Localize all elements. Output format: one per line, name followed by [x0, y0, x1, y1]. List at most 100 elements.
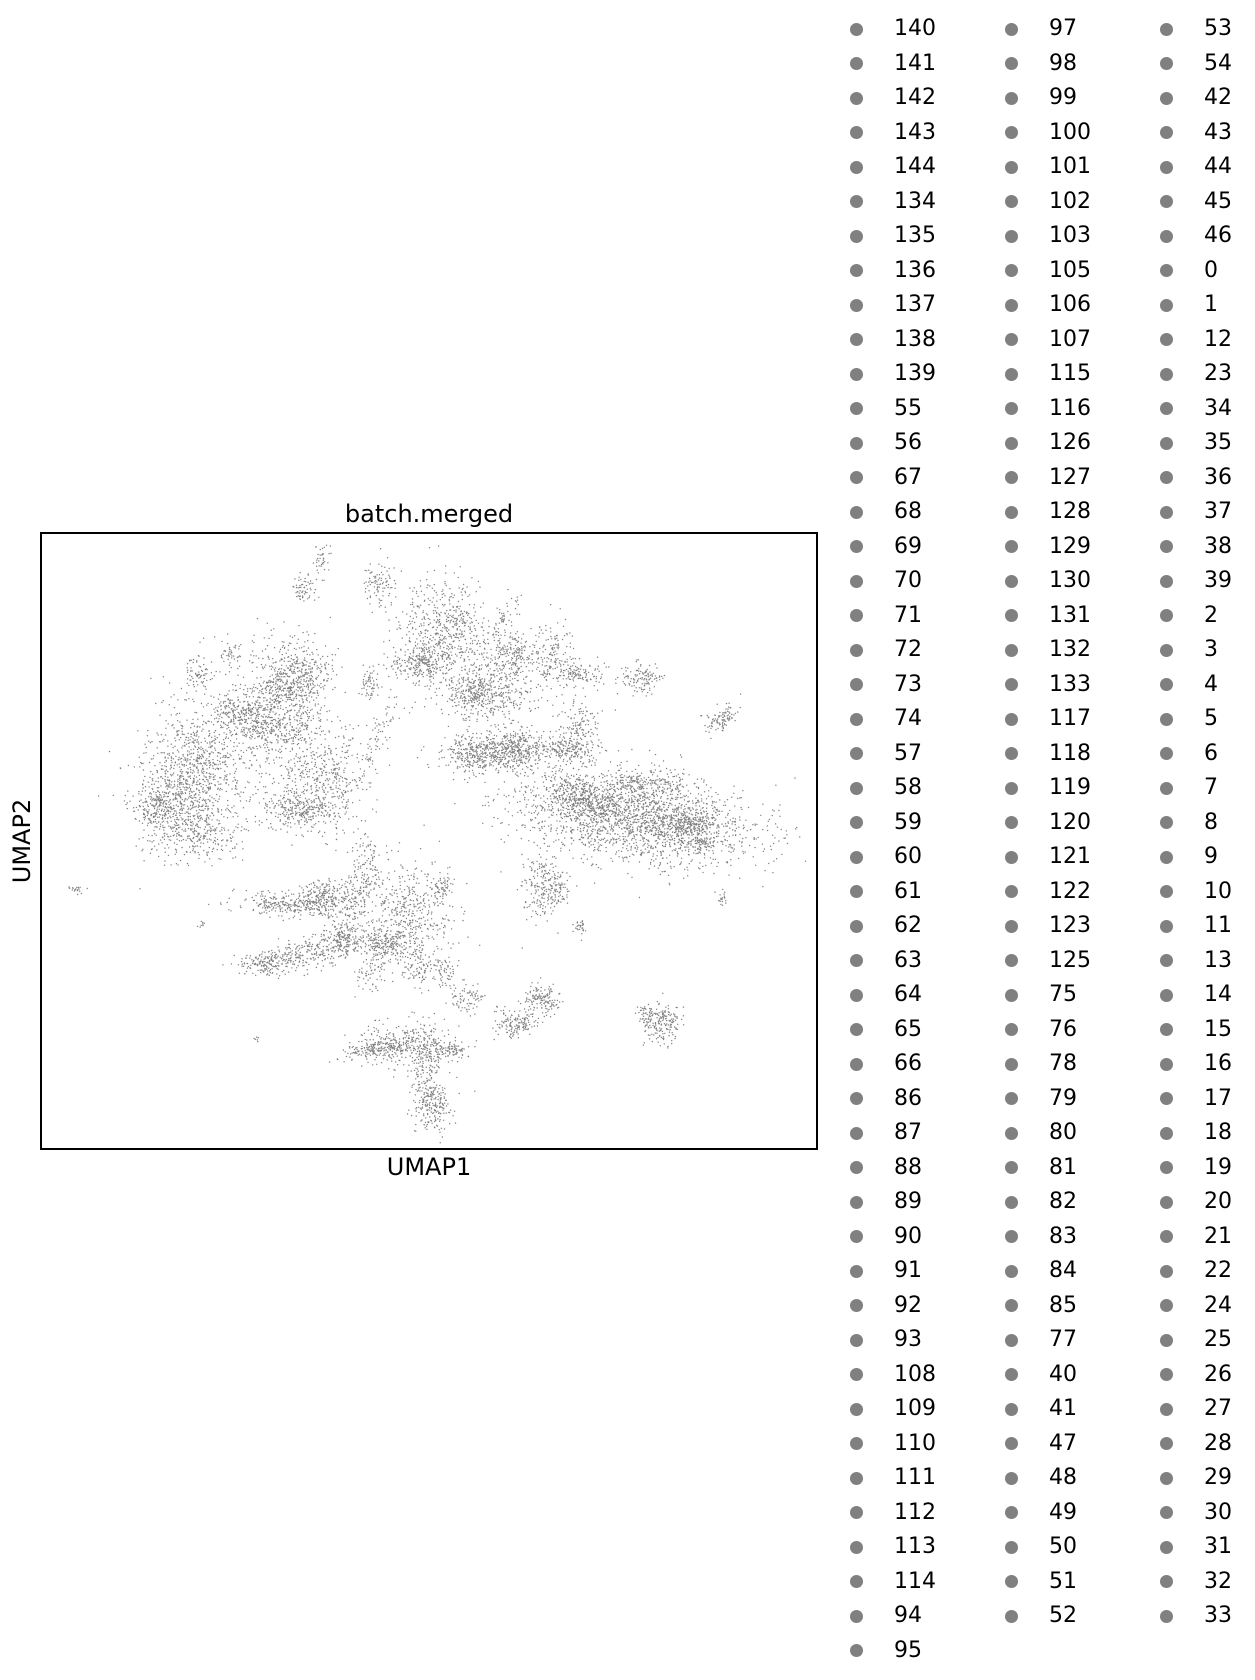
legend-item: 97	[1005, 14, 1077, 44]
legend-label: 51	[1049, 1568, 1077, 1594]
legend-label: 113	[894, 1534, 936, 1559]
legend-label: 93	[894, 1327, 922, 1352]
legend-marker	[1005, 712, 1018, 726]
legend-item: 59	[850, 808, 922, 838]
legend-item: 52	[1005, 1601, 1077, 1631]
legend-marker	[850, 436, 863, 450]
legend-marker	[1160, 885, 1173, 898]
legend-marker	[850, 1575, 863, 1588]
legend-marker	[1160, 91, 1173, 105]
legend-item: 70	[850, 566, 922, 596]
legend-item: 89	[850, 1187, 922, 1217]
legend-item: 71	[850, 601, 922, 631]
legend-marker	[1160, 574, 1173, 588]
legend-marker	[1160, 436, 1173, 450]
legend-label: 144	[894, 154, 936, 179]
legend-label: 102	[1049, 188, 1091, 214]
legend-label: 86	[894, 1085, 922, 1111]
legend-item: 30	[1160, 1498, 1232, 1528]
legend-item: 15	[1160, 1015, 1232, 1045]
legend-label: 88	[894, 1154, 922, 1180]
legend-label: 61	[894, 878, 922, 904]
legend-marker	[1160, 954, 1173, 967]
legend-item: 41	[1005, 1394, 1077, 1424]
legend-marker	[1005, 264, 1018, 277]
legend-marker	[850, 1333, 863, 1347]
legend-label: 105	[1049, 257, 1091, 283]
plot-area	[40, 532, 818, 1150]
legend-marker	[850, 643, 863, 657]
legend-marker	[850, 954, 863, 967]
legend-item: 13	[1160, 946, 1232, 976]
legend-marker	[1160, 816, 1173, 829]
legend-label: 108	[894, 1361, 936, 1387]
legend-item: 12	[1160, 325, 1232, 355]
legend-marker	[850, 1195, 863, 1209]
legend-label: 9	[1204, 844, 1218, 869]
legend-label: 48	[1049, 1465, 1077, 1490]
legend-label: 65	[894, 1016, 922, 1042]
legend-item: 140	[850, 14, 936, 44]
legend-label: 139	[894, 361, 936, 386]
legend-label: 74	[894, 706, 922, 731]
legend-item: 0	[1160, 256, 1218, 286]
legend-item: 10	[1160, 877, 1232, 907]
legend-marker	[1160, 1437, 1173, 1450]
legend-label: 6	[1204, 740, 1218, 766]
legend-label: 91	[894, 1258, 922, 1283]
legend-marker	[1005, 816, 1018, 829]
legend-item: 88	[850, 1153, 922, 1183]
legend-item: 14	[1160, 980, 1232, 1010]
legend-label: 75	[1049, 982, 1077, 1007]
legend-marker	[850, 574, 863, 588]
legend-item: 112	[850, 1498, 936, 1528]
legend-marker	[850, 1437, 863, 1450]
legend-marker	[1005, 195, 1018, 208]
legend-item: 101	[1005, 152, 1091, 182]
legend-label: 77	[1049, 1327, 1077, 1352]
legend-item: 123	[1005, 911, 1091, 941]
legend-marker	[1005, 919, 1018, 933]
legend-label: 141	[894, 50, 936, 76]
legend-label: 129	[1049, 533, 1091, 559]
legend-item: 77	[1005, 1325, 1077, 1355]
legend-marker	[850, 298, 863, 312]
legend-marker	[850, 505, 863, 519]
legend-marker	[1160, 747, 1173, 760]
legend-item: 44	[1160, 152, 1232, 182]
legend-item: 126	[1005, 428, 1091, 458]
legend-label: 69	[894, 533, 922, 559]
legend-label: 125	[1049, 947, 1091, 973]
legend-label: 106	[1049, 292, 1091, 317]
legend-item: 132	[1005, 635, 1091, 665]
legend-item: 144	[850, 152, 936, 182]
legend-marker	[850, 229, 863, 243]
legend-marker	[1160, 850, 1173, 864]
legend-label: 45	[1204, 188, 1232, 214]
legend-label: 122	[1049, 878, 1091, 904]
legend-marker	[1005, 1506, 1018, 1519]
legend-label: 43	[1204, 119, 1232, 145]
legend-marker	[1005, 91, 1018, 105]
legend-marker	[850, 1540, 863, 1554]
legend-item: 32	[1160, 1567, 1232, 1597]
legend-item: 66	[850, 1049, 922, 1079]
legend-item: 82	[1005, 1187, 1077, 1217]
legend-item: 141	[850, 49, 936, 79]
legend-marker	[1005, 1471, 1018, 1485]
legend-item: 43	[1160, 118, 1232, 148]
legend-item: 58	[850, 773, 922, 803]
legend-label: 142	[894, 85, 936, 110]
legend-marker	[1160, 1333, 1173, 1347]
legend-marker	[1005, 367, 1018, 381]
legend-marker	[850, 1126, 863, 1140]
legend-item: 6	[1160, 739, 1218, 769]
legend-marker	[1160, 1609, 1173, 1623]
legend-marker	[850, 678, 863, 691]
legend-marker	[850, 22, 863, 36]
legend-label: 111	[894, 1465, 936, 1490]
legend-label: 101	[1049, 154, 1091, 179]
legend-item: 47	[1005, 1429, 1077, 1459]
legend-item: 84	[1005, 1256, 1077, 1286]
legend-label: 92	[894, 1292, 922, 1318]
